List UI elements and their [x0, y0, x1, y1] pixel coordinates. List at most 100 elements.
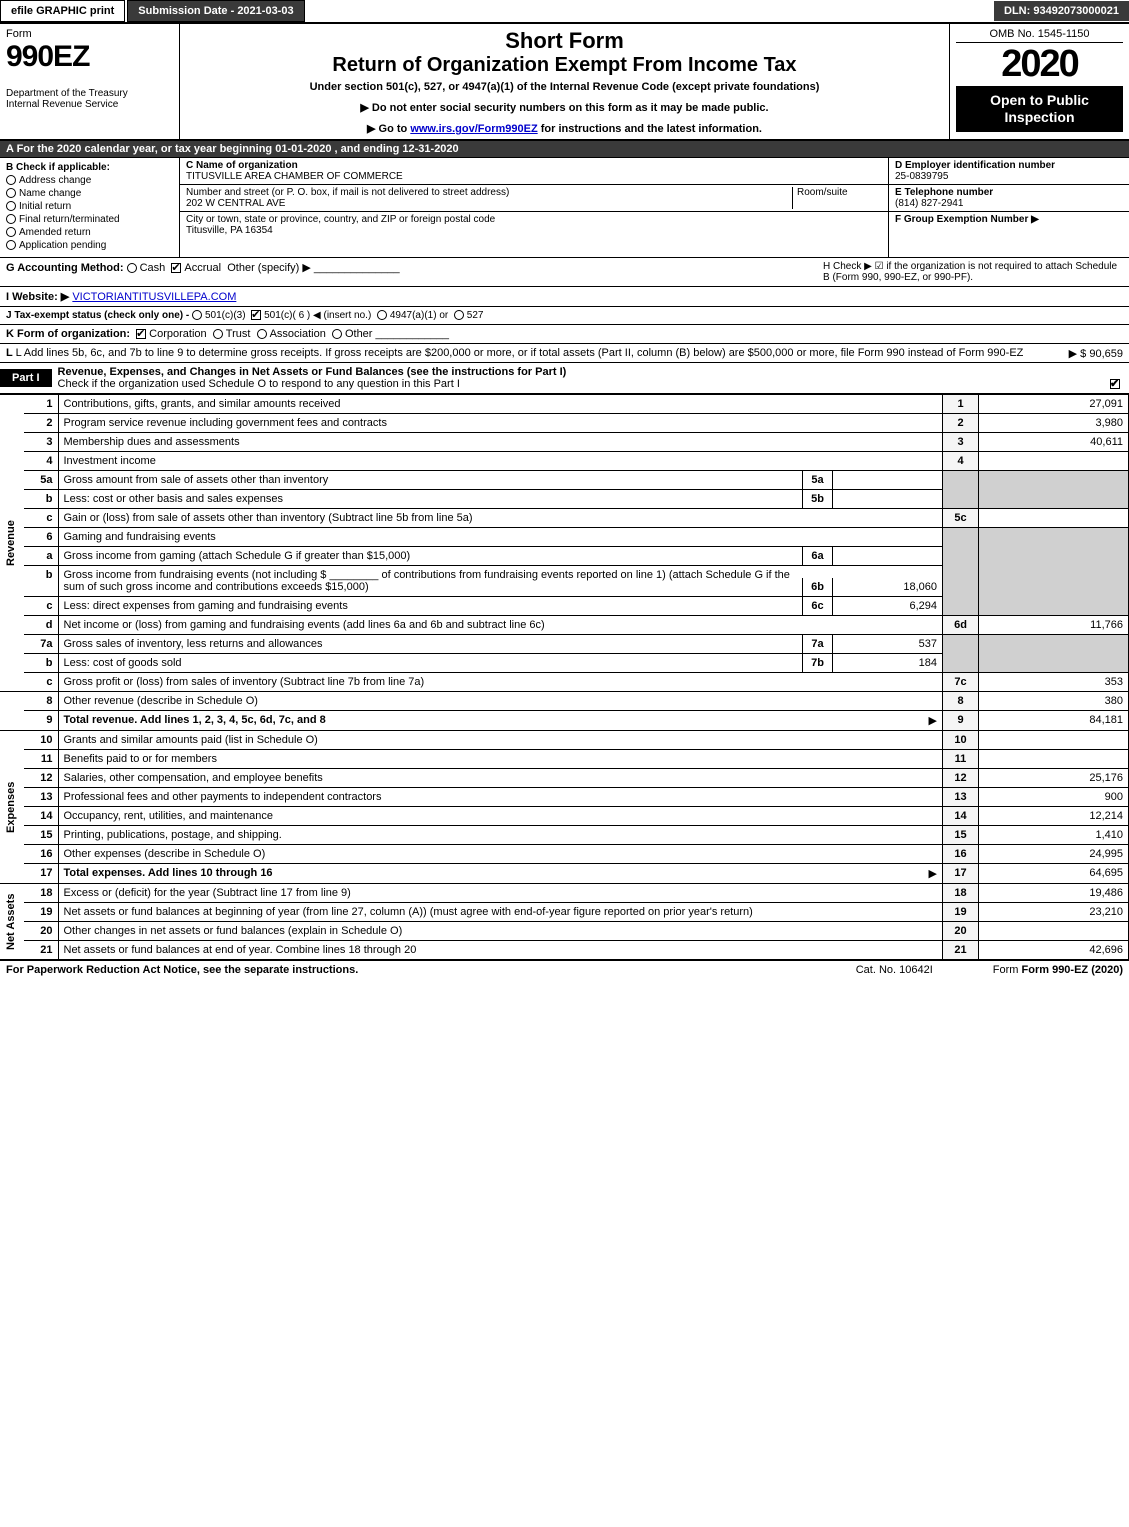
- line-2-desc: Program service revenue including govern…: [64, 417, 387, 429]
- section-i: I Website: ▶ VICTORIANTITUSVILLEPA.COM: [0, 287, 1129, 307]
- application-pending-label: Application pending: [19, 240, 106, 251]
- ein-label: D Employer identification number: [895, 160, 1055, 171]
- line-6c-minival: 6,294: [832, 597, 942, 615]
- line-6d-col: 6d: [943, 616, 979, 635]
- line-7c-amount: 353: [979, 673, 1129, 692]
- tax-exempt-label: J Tax-exempt status (check only one) -: [6, 310, 189, 321]
- room-suite-label: Room/suite: [797, 187, 848, 198]
- 501c-label: 501(c)( 6 ) ◀ (insert no.): [264, 310, 371, 321]
- ein-value: 25-0839795: [895, 171, 948, 182]
- line-12-amount: 25,176: [979, 769, 1129, 788]
- line-6-num: 6: [24, 528, 58, 547]
- line-16-col: 16: [943, 845, 979, 864]
- 527-radio[interactable]: [454, 310, 464, 320]
- other-method-label: Other (specify) ▶: [227, 262, 311, 274]
- line-17-col: 17: [943, 864, 979, 884]
- part-1-header: Part I Revenue, Expenses, and Changes in…: [0, 363, 1129, 394]
- initial-return-radio[interactable]: [6, 201, 16, 211]
- line-4-col: 4: [943, 452, 979, 471]
- section-g-h: G Accounting Method: Cash Accrual Other …: [0, 258, 1129, 287]
- line-10-amount: [979, 731, 1129, 750]
- amended-return-radio[interactable]: [6, 227, 16, 237]
- association-label: Association: [270, 328, 326, 340]
- line-11-col: 11: [943, 750, 979, 769]
- line-21-amount: 42,696: [979, 941, 1129, 960]
- line-15-num: 15: [24, 826, 58, 845]
- netassets-sidelabel: Net Assets: [0, 884, 24, 960]
- line-5ab-shade: [943, 471, 979, 509]
- association-radio[interactable]: [257, 329, 267, 339]
- line-12-col: 12: [943, 769, 979, 788]
- form-header: Form 990EZ Department of the Treasury In…: [0, 24, 1129, 141]
- address-change-radio[interactable]: [6, 175, 16, 185]
- line-6a-num: a: [24, 547, 58, 566]
- line-11-desc: Benefits paid to or for members: [64, 753, 217, 765]
- line-10-col: 10: [943, 731, 979, 750]
- line-3-desc: Membership dues and assessments: [64, 436, 240, 448]
- inst-prefix: ▶ Go to: [367, 123, 410, 135]
- gross-receipts-value: ▶ $ 90,659: [1069, 347, 1123, 360]
- accrual-label: Accrual: [184, 262, 221, 274]
- line-6b-minival: 18,060: [832, 578, 942, 596]
- line-5b-minival: [832, 490, 942, 508]
- section-c: C Name of organization TITUSVILLE AREA C…: [180, 158, 889, 257]
- line-6-shade: [943, 528, 979, 616]
- page-footer: For Paperwork Reduction Act Notice, see …: [0, 960, 1129, 979]
- amended-return-label: Amended return: [19, 227, 91, 238]
- line-7a-minival: 537: [832, 635, 942, 653]
- cash-radio[interactable]: [127, 263, 137, 273]
- line-18-amount: 19,486: [979, 884, 1129, 903]
- line-17-desc: Total expenses. Add lines 10 through 16: [64, 867, 273, 879]
- line-6b-minicol: 6b: [802, 578, 832, 596]
- line-7b-num: b: [24, 654, 58, 673]
- part-1-check-text: Check if the organization used Schedule …: [58, 378, 460, 390]
- taxyear-begin: 01-01-2020: [275, 143, 331, 155]
- final-return-radio[interactable]: [6, 214, 16, 224]
- line-5c-col: 5c: [943, 509, 979, 528]
- line-7a-desc: Gross sales of inventory, less returns a…: [64, 638, 323, 650]
- line-6-shade-amt: [979, 528, 1129, 616]
- line-5b-minicol: 5b: [802, 490, 832, 508]
- schedule-o-checkbox[interactable]: [1110, 379, 1120, 389]
- line-13-num: 13: [24, 788, 58, 807]
- inst-suffix: for instructions and the latest informat…: [541, 123, 762, 135]
- submission-date-button[interactable]: Submission Date - 2021-03-03: [127, 0, 304, 22]
- efile-print-button[interactable]: efile GRAPHIC print: [0, 0, 125, 22]
- line-15-col: 15: [943, 826, 979, 845]
- omb-number: OMB No. 1545-1150: [956, 28, 1123, 43]
- city-label: City or town, state or province, country…: [186, 214, 495, 225]
- 501c3-radio[interactable]: [192, 310, 202, 320]
- other-org-radio[interactable]: [332, 329, 342, 339]
- line-9-num: 9: [24, 711, 58, 731]
- group-exemption-label: F Group Exemption Number ▶: [895, 214, 1039, 225]
- 4947-radio[interactable]: [377, 310, 387, 320]
- corporation-checkbox[interactable]: [136, 329, 146, 339]
- 501c-checkbox[interactable]: [251, 310, 261, 320]
- accrual-checkbox[interactable]: [171, 263, 181, 273]
- address-label: Number and street (or P. O. box, if mail…: [186, 187, 509, 198]
- trust-radio[interactable]: [213, 329, 223, 339]
- line-7b-minival: 184: [832, 654, 942, 672]
- line-7ab-shade-amt: [979, 635, 1129, 673]
- line-11-num: 11: [24, 750, 58, 769]
- short-form-title: Short Form: [186, 28, 943, 54]
- section-h-text: H Check ▶ ☑ if the organization is not r…: [823, 261, 1123, 283]
- identification-section: B Check if applicable: Address change Na…: [0, 158, 1129, 258]
- irs-link[interactable]: www.irs.gov/Form990EZ: [410, 123, 537, 135]
- section-k: K Form of organization: Corporation Trus…: [0, 325, 1129, 344]
- application-pending-radio[interactable]: [6, 240, 16, 250]
- line-6b-num: b: [24, 566, 58, 597]
- trust-label: Trust: [226, 328, 251, 340]
- name-change-radio[interactable]: [6, 188, 16, 198]
- website-link[interactable]: VICTORIANTITUSVILLEPA.COM: [72, 291, 236, 303]
- line-7a-num: 7a: [24, 635, 58, 654]
- line-20-desc: Other changes in net assets or fund bala…: [64, 925, 403, 937]
- org-name-label: C Name of organization: [186, 160, 298, 171]
- ssn-warning: ▶ Do not enter social security numbers o…: [186, 101, 943, 114]
- line-18-col: 18: [943, 884, 979, 903]
- line-3-amount: 40,611: [979, 433, 1129, 452]
- line-12-desc: Salaries, other compensation, and employ…: [64, 772, 323, 784]
- tax-year: 2020: [956, 43, 1123, 86]
- lines-table: Revenue 1 Contributions, gifts, grants, …: [0, 394, 1129, 960]
- line-10-desc: Grants and similar amounts paid (list in…: [64, 734, 318, 746]
